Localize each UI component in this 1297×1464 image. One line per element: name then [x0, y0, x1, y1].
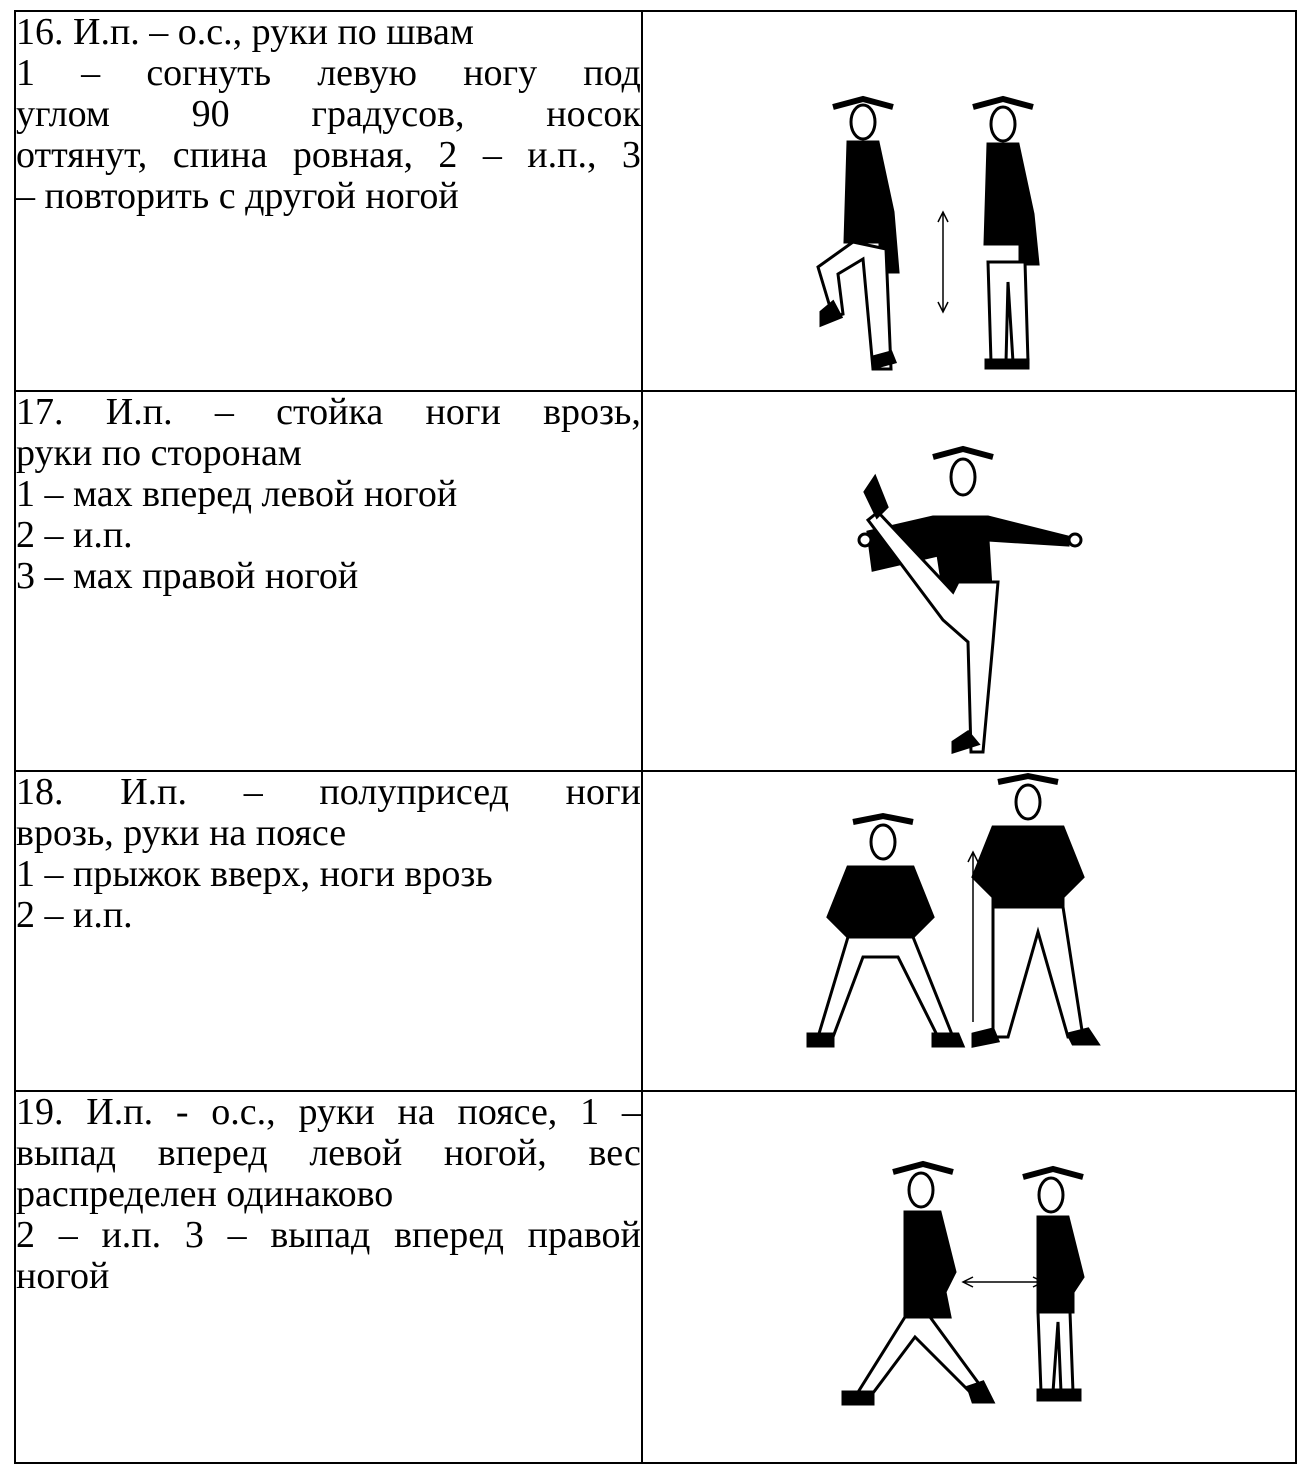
text-line: 1 – прыжок вверх, ноги врозь — [16, 853, 493, 895]
text-line: 2 – и.п. — [16, 514, 133, 556]
row: 19. И.п. - о.с., руки на поясе, 1 – выпад… — [14, 1090, 1297, 1464]
illustration-cell — [640, 10, 1297, 392]
description-cell: 16. И.п. – о.с., руки по швам 1 – согнуть… — [14, 10, 643, 392]
text-line: – повторить с другой ногой — [16, 175, 459, 217]
row: 18. И.п. – полуприсед ноги врозь, руки на… — [14, 770, 1297, 1092]
text-line: ногой — [16, 1255, 110, 1297]
description-cell: 18. И.п. – полуприсед ноги врозь, руки на… — [14, 770, 643, 1092]
text-line: руки по сторонам — [16, 432, 302, 474]
text-line: распределен одинаково — [16, 1173, 394, 1215]
text-line: углом 90 градусов, носок — [16, 93, 641, 135]
text-line: выпад вперед левой ногой, вес — [16, 1132, 641, 1174]
illustration — [806, 772, 1101, 1048]
illustration — [841, 1160, 1085, 1406]
text-line: 18. И.п. – полуприсед ноги — [16, 771, 641, 813]
text-line: оттянут, спина ровная, 2 – и.п., 3 — [16, 134, 641, 176]
text-line: 1 – мах вперед левой ногой — [16, 473, 458, 515]
text-line: 1 – согнуть левую ногу под — [16, 52, 641, 94]
text-line: 2 – и.п. 3 – выпад вперед правой — [16, 1214, 641, 1256]
illustration-cell — [640, 770, 1297, 1092]
illustration — [816, 95, 1040, 371]
text-line: 2 – и.п. — [16, 894, 133, 936]
text-line: 19. И.п. - о.с., руки на поясе, 1 – — [16, 1091, 641, 1133]
text-line: 3 – мах правой ногой — [16, 555, 359, 597]
row: 16. И.п. – о.с., руки по швам 1 – согнуть… — [14, 10, 1297, 392]
illustration — [857, 445, 1083, 755]
exercise-table: 16. И.п. – о.с., руки по швам 1 – согнуть… — [14, 10, 1297, 1464]
illustration-cell — [640, 390, 1297, 772]
description-cell: 17. И.п. – стойка ноги врозь, руки по сто… — [14, 390, 643, 772]
description-cell: 19. И.п. - о.с., руки на поясе, 1 – выпад… — [14, 1090, 643, 1464]
illustration-cell — [640, 1090, 1297, 1464]
text-line: 16. И.п. – о.с., руки по швам — [16, 11, 474, 53]
text-line: 17. И.п. – стойка ноги врозь, — [16, 391, 641, 433]
text-line: врозь, руки на поясе — [16, 812, 347, 854]
row: 17. И.п. – стойка ноги врозь, руки по сто… — [14, 390, 1297, 772]
